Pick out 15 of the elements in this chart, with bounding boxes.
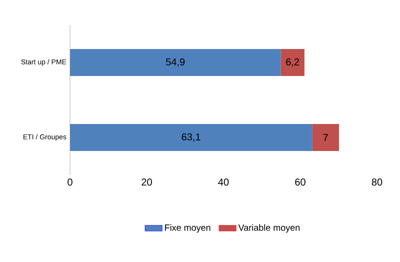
- x-tick-label: 80: [372, 178, 382, 186]
- x-tick-label: 40: [218, 178, 229, 186]
- data-label: 63,1: [182, 133, 200, 142]
- x-tick-label: 20: [142, 178, 152, 186]
- data-label: 6,2: [286, 58, 300, 67]
- data-label: 54,9: [166, 58, 185, 67]
- x-tick-label: 0: [68, 178, 72, 186]
- legend-label: Fixe moyen: [165, 224, 210, 233]
- legend-label: Variable moyen: [238, 224, 300, 233]
- bar: [70, 48, 281, 76]
- bar: [312, 124, 339, 151]
- x-tick-label: 60: [295, 178, 306, 186]
- bar: [70, 124, 312, 151]
- bar: [280, 48, 304, 76]
- data-label: 7: [323, 134, 328, 141]
